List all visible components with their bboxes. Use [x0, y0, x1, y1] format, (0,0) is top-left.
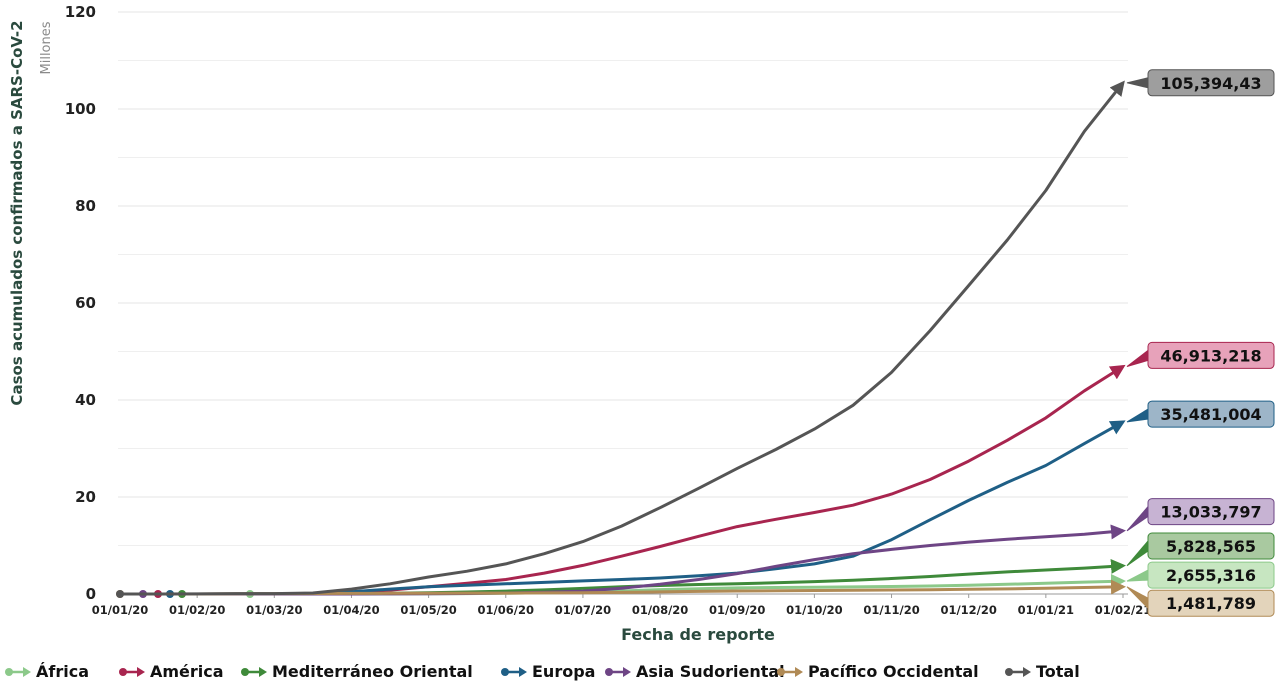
callout-box	[1147, 69, 1275, 97]
x-tick-label: 01/10/20	[786, 603, 842, 617]
callout-total: 105,394,43	[1126, 69, 1275, 97]
legend-label: Mediterráneo Oriental	[272, 662, 473, 681]
x-tick-label: 01/05/20	[400, 603, 456, 617]
legend-swatch-icon	[241, 666, 267, 677]
legend-label: Asia Sudoriental	[636, 662, 785, 681]
x-tick-label: 01/04/20	[323, 603, 379, 617]
callout-pointer	[1126, 77, 1149, 89]
x-tick-labels: 01/01/20 01/02/20 01/03/20 01/04/20 01/05/20…	[92, 594, 1151, 617]
legend-label: Europa	[532, 662, 596, 681]
callout-pointer	[1126, 408, 1149, 423]
y-tick-label: 0	[86, 585, 96, 603]
y-tick-label: 100	[65, 100, 96, 118]
callout-box	[1147, 400, 1275, 428]
callout-value: 2,655,316	[1166, 566, 1256, 585]
x-tick-label: 01/12/20	[940, 603, 996, 617]
y-tick-labels: 0 20 40 60 80 100 120	[65, 3, 96, 603]
x-tick-label: 01/11/20	[863, 603, 919, 617]
callout-box	[1147, 589, 1275, 617]
legend-swatch-icon	[501, 666, 527, 677]
legend-swatch-icon	[777, 666, 803, 677]
y-axis-unit: Millones	[39, 21, 54, 74]
line-chart: 0 20 40 60 80 100 120 01/01/20 01/02/20 01/03/20…	[8, 3, 1275, 644]
callout-value: 46,913,218	[1160, 346, 1261, 365]
callout-pointer	[1126, 349, 1149, 367]
legend-swatch-icon	[5, 666, 31, 677]
series-line-total	[120, 80, 1125, 596]
value-callouts: 105,394,43 46,913,218 35,481,004 13,033,797…	[1126, 69, 1275, 617]
x-tick-label: 01/02/21	[1095, 603, 1151, 617]
legend-item-europa: Europa	[500, 662, 595, 681]
callout-box	[1147, 341, 1275, 369]
series-start-dot-total	[116, 590, 124, 598]
y-tick-label: 20	[75, 488, 96, 506]
y-tick-label: 120	[65, 3, 96, 21]
x-tick-label: 01/01/21	[1018, 603, 1074, 617]
callout-box	[1147, 532, 1275, 560]
legend-label: Total	[1036, 662, 1080, 681]
legend-item-asia-sudoriental: Asia Sudoriental	[604, 662, 785, 681]
y-tick-label: 80	[75, 197, 96, 215]
series-lines	[116, 80, 1126, 598]
legend-label: América	[150, 662, 224, 681]
callout-box	[1147, 498, 1275, 526]
y-axis-title: Casos acumulados confirmados a SARS-CoV-…	[8, 20, 26, 405]
callout-pacifico-occidental: 1,481,789	[1126, 586, 1275, 617]
x-tick-label: 01/08/20	[632, 603, 688, 617]
legend-item-america: América	[118, 662, 224, 681]
y-tick-label: 40	[75, 391, 96, 409]
callout-value: 13,033,797	[1160, 503, 1261, 522]
callout-europa: 35,481,004	[1126, 400, 1275, 428]
x-tick-label: 01/02/20	[169, 603, 225, 617]
legend-label: Pacífico Occidental	[808, 662, 979, 681]
callout-value: 5,828,565	[1166, 537, 1256, 556]
y-tick-label: 60	[75, 294, 96, 312]
callout-value: 35,481,004	[1160, 405, 1261, 424]
legend-swatch-icon	[605, 666, 631, 677]
callout-box	[1147, 561, 1275, 589]
legend-item-mediterraneo-oriental: Mediterráneo Oriental	[240, 662, 473, 681]
legend-item-pacifico-occidental: Pacífico Occidental	[776, 662, 979, 681]
callout-africa: 2,655,316	[1126, 561, 1275, 589]
callout-mediterraneo-oriental: 5,828,565	[1126, 532, 1275, 567]
legend-item-total: Total	[1004, 662, 1080, 681]
x-tick-label: 01/07/20	[555, 603, 611, 617]
legend-swatch-icon	[119, 666, 145, 677]
x-axis-title: Fecha de reporte	[621, 625, 775, 644]
callout-asia-sudoriental: 13,033,797	[1126, 498, 1275, 532]
legend-swatch-icon	[1005, 666, 1031, 677]
series-line-america	[120, 364, 1126, 596]
x-tick-label: 01/01/20	[92, 603, 148, 617]
legend-item-africa: África	[4, 662, 89, 681]
x-tick-label: 01/06/20	[478, 603, 534, 617]
series-line-europa	[120, 420, 1126, 596]
x-tick-label: 01/09/20	[709, 603, 765, 617]
callout-america: 46,913,218	[1126, 341, 1275, 369]
x-tick-label: 01/03/20	[246, 603, 302, 617]
callout-pointer	[1126, 505, 1149, 532]
legend-label: África	[36, 662, 89, 681]
legend: África América Mediterráneo Oriental Europa…	[0, 662, 1180, 688]
callout-value: 105,394,43	[1160, 74, 1261, 93]
callout-pointer	[1126, 569, 1149, 582]
callout-pointer	[1126, 539, 1149, 567]
gridlines	[118, 11, 1128, 546]
callout-value: 1,481,789	[1166, 594, 1256, 613]
